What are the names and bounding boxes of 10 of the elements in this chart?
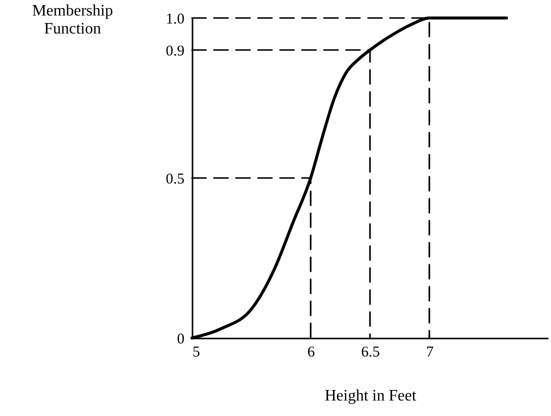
y-tick-label: 0.9 — [166, 44, 184, 60]
y-axis-title: Membership Function — [32, 2, 113, 38]
x-tick-label: 6 — [307, 344, 316, 360]
x-tick-label: 6.5 — [361, 344, 380, 360]
x-tick-label: 7 — [426, 344, 434, 360]
x-tick-label: 5 — [192, 344, 200, 360]
y-tick-label: 1.0 — [166, 12, 184, 28]
y-tick-label: 0 — [177, 332, 184, 348]
y-tick-label: 0.5 — [166, 172, 184, 188]
x-axis-title: Height in Feet — [324, 388, 417, 404]
